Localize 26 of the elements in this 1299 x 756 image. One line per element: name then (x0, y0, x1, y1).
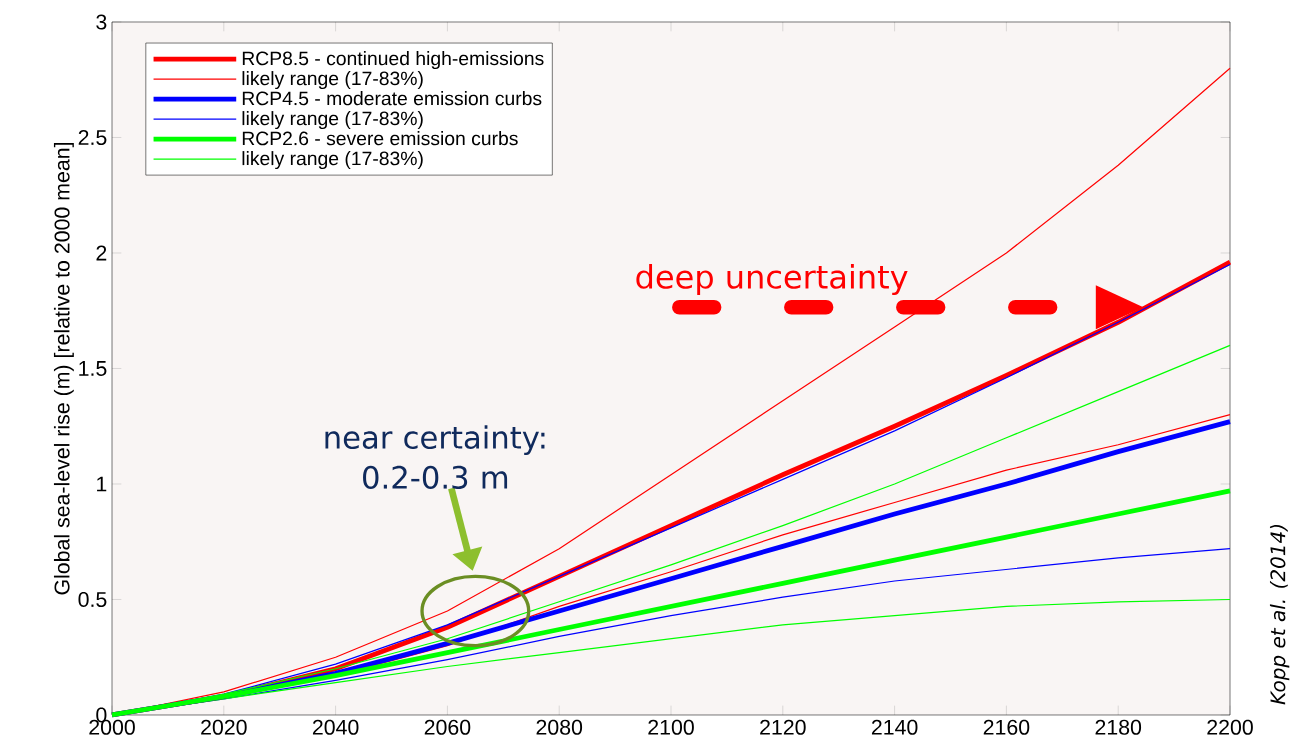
x-tick-label: 2020 (201, 719, 247, 735)
x-tick-label: 2180 (1095, 719, 1142, 735)
x-tick-label: 2160 (983, 719, 1030, 735)
y-axis-title: Global sea-level rise (m) [relative to 2000 mean] (53, 143, 74, 595)
y-tick-label: 1.5 (79, 361, 107, 376)
legend-label: likely range (17-83%) (242, 151, 423, 170)
y-tick-label: 3 (96, 14, 107, 30)
x-tick-label: 2040 (312, 719, 359, 735)
x-tick-label: 2080 (536, 719, 583, 735)
legend-label: RCP2.6 - severe emission curbs (242, 131, 518, 146)
legend-label: RCP8.5 - continued high-emissions (242, 51, 544, 70)
x-tick-label: 2140 (871, 719, 918, 735)
y-tick-label: 2 (96, 245, 107, 261)
y-tick-label: 2.5 (78, 129, 107, 146)
x-tick-label: 2200 (1207, 719, 1253, 735)
y-tick-label: 0.5 (78, 591, 107, 608)
annotation: deep uncertainty (636, 264, 908, 296)
x-tick-label: 2120 (760, 719, 806, 735)
y-tick-label: 1 (97, 476, 107, 492)
legend-label: likely range (17-83%) (242, 111, 423, 130)
legend-label: RCP4.5 - moderate emission curbs (242, 91, 542, 106)
x-tick-label: 2100 (648, 719, 694, 735)
text: Kopp et al. (2014) (1269, 524, 1290, 705)
x-tick-label: 2060 (424, 719, 471, 735)
annotation: near certainty: 0.2-0.3 m (325, 425, 545, 489)
legend-label: likely range (17-83%) (242, 71, 423, 90)
